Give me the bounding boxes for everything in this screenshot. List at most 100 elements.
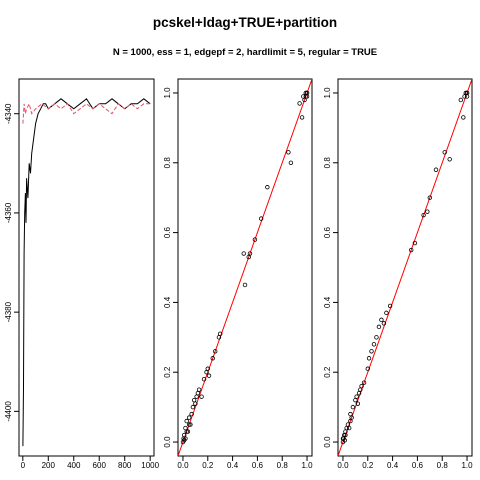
scatter-point [201, 377, 207, 382]
scatter-plot-panel-1: 0.0 0.2 0.4 0.6 0.8 1.0 0.0 0.2 0.4 0.6 0.8 1.0 [163, 78, 313, 470]
y-tick-label: 0.0 [163, 436, 172, 448]
x-tick-label: 0.8 [277, 461, 289, 470]
scatter-point [195, 390, 201, 396]
y-tick-label: 0.6 [163, 226, 172, 238]
scatter-point [354, 394, 359, 399]
scatter-point [213, 349, 218, 354]
x-tick-label: 0.4 [387, 461, 399, 470]
x-tick-label: 0.0 [177, 461, 189, 470]
scatter-point [340, 436, 346, 441]
scatter-point [189, 411, 194, 417]
y-tick-label: 0.4 [163, 296, 172, 308]
scatter-point [193, 401, 198, 406]
x-tick-label: 0.4 [227, 461, 239, 470]
x-tick-label: 0.2 [202, 461, 214, 470]
scatter-point [258, 216, 264, 221]
scatter-point [355, 401, 361, 406]
x-tick-label: 400 [67, 461, 81, 470]
plot-frame [337, 78, 473, 457]
x-tick-label: 0.0 [337, 461, 349, 470]
x-tick-label: 600 [93, 461, 107, 470]
scatter-point [247, 251, 253, 256]
x-tick-label: 0.2 [362, 461, 374, 470]
scatter-point [297, 101, 302, 106]
scatter-point [217, 331, 223, 337]
scatter-point [447, 157, 452, 162]
scatter-point [188, 422, 193, 427]
scatter-point [288, 160, 294, 165]
scatter-point [361, 380, 367, 385]
scatter-point [365, 366, 370, 371]
plot-area [22, 98, 151, 447]
scatter-point [343, 432, 348, 438]
x-tick-label: 800 [118, 461, 132, 470]
x-tick-label: 1.0 [301, 461, 313, 470]
scatter-point [384, 310, 389, 316]
y-tick-label: -4400 [4, 401, 13, 422]
scatter-point [427, 195, 433, 200]
scatter-point [425, 209, 430, 214]
scatter-point [353, 397, 358, 403]
y-tick-label: 0.4 [323, 296, 332, 308]
y-tick-label: 0.0 [323, 436, 332, 448]
scatter-point [252, 237, 258, 242]
plot-area [178, 79, 312, 456]
scatter-point [304, 94, 310, 99]
y-tick-label: -4340 [4, 103, 13, 124]
scatter-point [184, 418, 189, 424]
reference-line [178, 79, 312, 456]
x-tick-label: 200 [42, 461, 56, 470]
plot-frame [177, 78, 313, 457]
scatter-point [412, 240, 418, 246]
scatter-point [359, 383, 364, 389]
trace-line-dashed [22, 102, 151, 124]
scatter-point [190, 404, 196, 410]
scatter-point [366, 356, 372, 361]
scatter-point [464, 90, 470, 96]
y-tick-label: 0.8 [323, 157, 332, 169]
scatter-point [346, 425, 352, 431]
plot-frame [18, 78, 155, 457]
scatter-point [196, 387, 202, 392]
scatter-point [348, 411, 353, 417]
x-tick-label: 0.6 [252, 461, 264, 470]
scatter-plot-panel-2: 0.0 0.2 0.4 0.6 0.8 1.0 0.0 0.2 0.4 0.6 0.8 1.0 [323, 78, 473, 470]
scatter-point [194, 394, 199, 399]
x-tick-label: 0 [21, 461, 26, 470]
scatter-point [421, 212, 426, 218]
scatter-point [458, 97, 464, 103]
scatter-point [461, 115, 466, 120]
scatter-point [286, 150, 291, 155]
scatter-point [242, 282, 248, 288]
x-tick-label: 0.8 [437, 461, 449, 470]
scatter-point [241, 251, 246, 256]
y-tick-label: 1.0 [163, 87, 172, 99]
x-tick-label: 0.6 [412, 461, 424, 470]
scatter-point [265, 185, 270, 190]
scatter-point [210, 356, 215, 361]
scatter-point [374, 335, 379, 340]
scatter-point [199, 394, 204, 399]
scatter-point [185, 429, 191, 434]
chart-title: pcskel+ldag+TRUE+partition [153, 15, 337, 30]
scatter-point [371, 342, 377, 347]
scatter-point [381, 321, 387, 326]
y-tick-label: 0.6 [323, 226, 332, 238]
x-tick-label: 1.0 [461, 461, 473, 470]
scatter-point [379, 317, 384, 323]
scatter-point [205, 366, 210, 371]
scatter-point [183, 425, 188, 431]
scatter-point [433, 167, 439, 172]
trace-plot-panel: 0 200 400 600 800 1000 -4340 -4360 -4380 -4400 [4, 78, 160, 470]
scatter-point [183, 436, 188, 441]
plot-area [338, 79, 472, 456]
scatter-point [191, 397, 197, 403]
reference-line [338, 79, 472, 456]
y-tick-label: 0.2 [163, 366, 172, 378]
x-tick-label: 1000 [141, 461, 159, 470]
scatter-point [409, 247, 414, 253]
trace-line-solid [22, 98, 151, 447]
y-tick-label: 0.8 [163, 157, 172, 169]
scatter-point [350, 404, 356, 410]
